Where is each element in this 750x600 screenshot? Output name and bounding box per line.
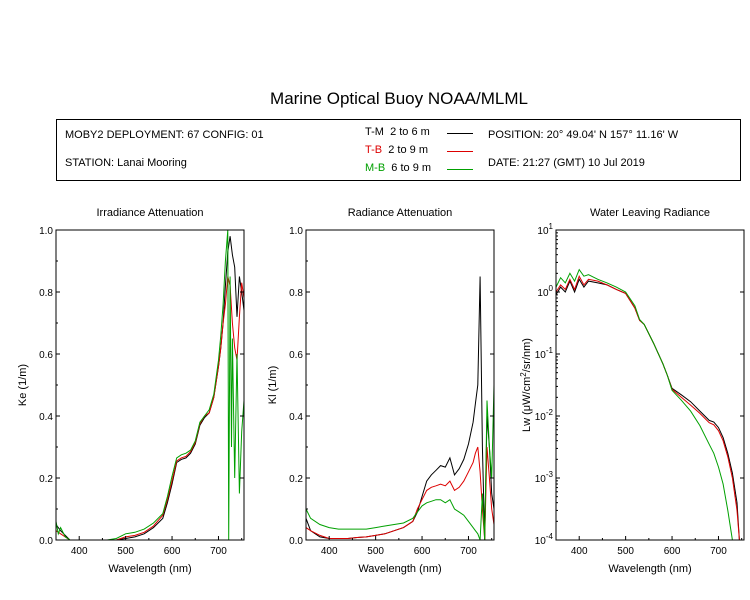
panel-2-ytick-label: 0.0 [289, 536, 303, 547]
panel-1-ylabel: Ke (1/m) [17, 364, 29, 406]
panel-2-series-m-b [306, 384, 494, 540]
panel-2-ytick-label: 0.2 [289, 474, 303, 485]
panel-1-xtick-label: 600 [164, 546, 181, 557]
info-box: MOBY2 DEPLOYMENT: 67 CONFIG: 01 STATION:… [56, 119, 741, 181]
panel-3-ytick-label: 10-1 [535, 346, 554, 361]
panel-1-ytick-label: 0.2 [39, 474, 53, 485]
panel-2-xlabel: Wavelength (nm) [358, 563, 441, 575]
legend-range-t-m: 2 to 6 m [390, 126, 430, 138]
panel-2-xtick-label: 500 [367, 546, 384, 557]
panel-2-title: Radiance Attenuation [348, 207, 453, 219]
legend-range-t-b: 2 to 9 m [388, 144, 428, 156]
panel-2-ytick-label: 0.4 [289, 412, 303, 423]
position-text: POSITION: 20° 49.04' N 157° 11.16' W [488, 129, 679, 141]
panel-2-xtick-label: 400 [321, 546, 338, 557]
panel-3-xtick-label: 700 [710, 546, 727, 557]
legend-range-m-b: 6 to 9 m [391, 162, 432, 174]
panel-3-series-m-b [556, 268, 733, 540]
panel-1-ytick-label: 1.0 [39, 226, 53, 237]
panel-3-series-t-b [556, 274, 740, 540]
panel-3-xlabel: Wavelength (nm) [608, 563, 691, 575]
legend-code-t-b: T-B [365, 144, 383, 156]
panel-1-ytick-label: 0.0 [39, 536, 53, 547]
panel-3-ytick-label: 10-4 [535, 532, 554, 547]
legend-item-t-m: T-M 2 to 6 m [365, 126, 430, 138]
panel-3-xtick-label: 400 [571, 546, 588, 557]
panel-1-ytick-label: 0.6 [39, 350, 53, 361]
panel-2-ytick-label: 0.8 [289, 288, 303, 299]
panel-1-ytick-label: 0.4 [39, 412, 53, 423]
panel-2-frame [305, 229, 495, 541]
panel-1-xtick-label: 500 [117, 546, 134, 557]
panel-1-series-m-b [56, 230, 244, 540]
panel-3-xtick-label: 500 [617, 546, 634, 557]
legend-item-m-b: M-B 6 to 9 m [365, 162, 431, 174]
panel-1-xtick-label: 400 [71, 546, 88, 557]
panel-3-ytick-label: 100 [537, 284, 553, 299]
panel-1-xtick-label: 700 [210, 546, 227, 557]
panel-3-series-t-m [556, 278, 740, 540]
panel-3-ytick-label: 101 [537, 222, 553, 237]
panel-1-title: Irradiance Attenuation [96, 207, 203, 219]
panel-3-frame [555, 229, 745, 541]
panel-2-ytick-label: 0.6 [289, 350, 303, 361]
panel-2-series-t-m [306, 276, 494, 540]
panel-2-ylabel: Kl (1/m) [267, 366, 279, 405]
legend-code-t-m: T-M [365, 126, 384, 138]
panel-1-xlabel: Wavelength (nm) [108, 563, 191, 575]
panel-3-xtick-label: 600 [664, 546, 681, 557]
panel-1-series-t-b [56, 276, 244, 540]
legend-code-m-b: M-B [365, 162, 386, 174]
panel-2-xtick-label: 600 [414, 546, 431, 557]
panel-2-series-t-b [306, 446, 494, 540]
panel-1-series-t-m [56, 236, 244, 540]
deployment-text: MOBY2 DEPLOYMENT: 67 CONFIG: 01 [65, 129, 264, 141]
panel-3-ytick-label: 10-3 [535, 470, 554, 485]
chart-title: Marine Optical Buoy NOAA/MLML [270, 89, 528, 108]
panel-3-ytick-label: 10-2 [535, 408, 554, 423]
legend-swatch-m-b [447, 169, 473, 170]
legend-item-t-b: T-B 2 to 9 m [365, 144, 428, 156]
panel-2-ytick-label: 1.0 [289, 226, 303, 237]
panel-3-title: Water Leaving Radiance [590, 207, 710, 219]
panel-3-ylabel: Lw (μW/cm2/sr/nm) [519, 338, 533, 432]
legend-swatch-t-b [447, 151, 473, 152]
panel-2-xtick-label: 700 [460, 546, 477, 557]
legend-swatch-t-m [447, 133, 473, 134]
panel-1-ytick-label: 0.8 [39, 288, 53, 299]
station-text: STATION: Lanai Mooring [65, 157, 187, 169]
date-text: DATE: 21:27 (GMT) 10 Jul 2019 [488, 157, 645, 169]
